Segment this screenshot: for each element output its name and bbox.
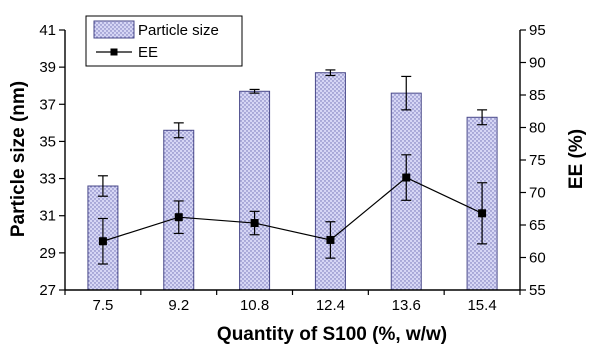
- x-tick-label-9.2: 9.2: [168, 297, 189, 314]
- legend-swatch-particle-size: [93, 20, 135, 39]
- y-tick-label-37: 37: [39, 96, 56, 113]
- axes-layer: 27 29 31 33 35 37 39 41 55 60 65 70 75 80 85 90 95 7.5 9.2…: [39, 22, 545, 314]
- ee-line-layer: [97, 154, 488, 265]
- x-tick-label-7.5: 7.5: [92, 297, 113, 314]
- x-tick-label-10.8: 10.8: [240, 297, 269, 314]
- ee-point-13.6: [402, 173, 411, 182]
- y2-tick-label-60: 60: [529, 250, 546, 267]
- legend-label-particle-size: Particle size: [138, 22, 219, 39]
- ee-point-12.4: [326, 235, 335, 244]
- y-tick-label-27: 27: [39, 282, 56, 299]
- y2-tick-label-65: 65: [529, 217, 546, 234]
- y2-tick-label-80: 80: [529, 120, 546, 137]
- y2-tick-label-90: 90: [529, 55, 546, 72]
- error-bars-layer: [97, 69, 488, 197]
- y-tick-label-41: 41: [39, 22, 56, 39]
- ee-series-line: [102, 176, 483, 242]
- x-axis-title: Quantity of S100 (%, w/w): [217, 324, 447, 345]
- y-tick-label-31: 31: [39, 208, 56, 225]
- y-axis-title: Particle size (nm): [8, 81, 29, 237]
- x-tick-label-15.4: 15.4: [467, 297, 496, 314]
- x-tick-label-13.6: 13.6: [392, 297, 421, 314]
- ee-point-9.2: [174, 213, 183, 222]
- x-tick-label-12.4: 12.4: [316, 297, 345, 314]
- y-tick-label-33: 33: [39, 171, 56, 188]
- y2-tick-label-70: 70: [529, 185, 546, 202]
- bar-10.8: [239, 90, 271, 291]
- y-tick-label-39: 39: [39, 59, 56, 76]
- legend-swatch-ee-marker: [110, 48, 118, 56]
- ee-point-7.5: [98, 237, 107, 246]
- y2-axis-title: EE (%): [566, 129, 587, 189]
- y-tick-label-35: 35: [39, 133, 56, 150]
- ee-point-10.8: [250, 219, 259, 228]
- y2-tick-label-85: 85: [529, 87, 546, 104]
- y2-tick-label-95: 95: [529, 22, 546, 39]
- y2-tick-label-55: 55: [529, 282, 546, 299]
- y2-tick-label-75: 75: [529, 152, 546, 169]
- legend-label-ee: EE: [138, 44, 158, 61]
- bars-layer: [87, 72, 498, 291]
- y-tick-label-29: 29: [39, 245, 56, 262]
- legend: Particle size EE: [85, 15, 243, 67]
- ee-point-15.4: [478, 209, 487, 218]
